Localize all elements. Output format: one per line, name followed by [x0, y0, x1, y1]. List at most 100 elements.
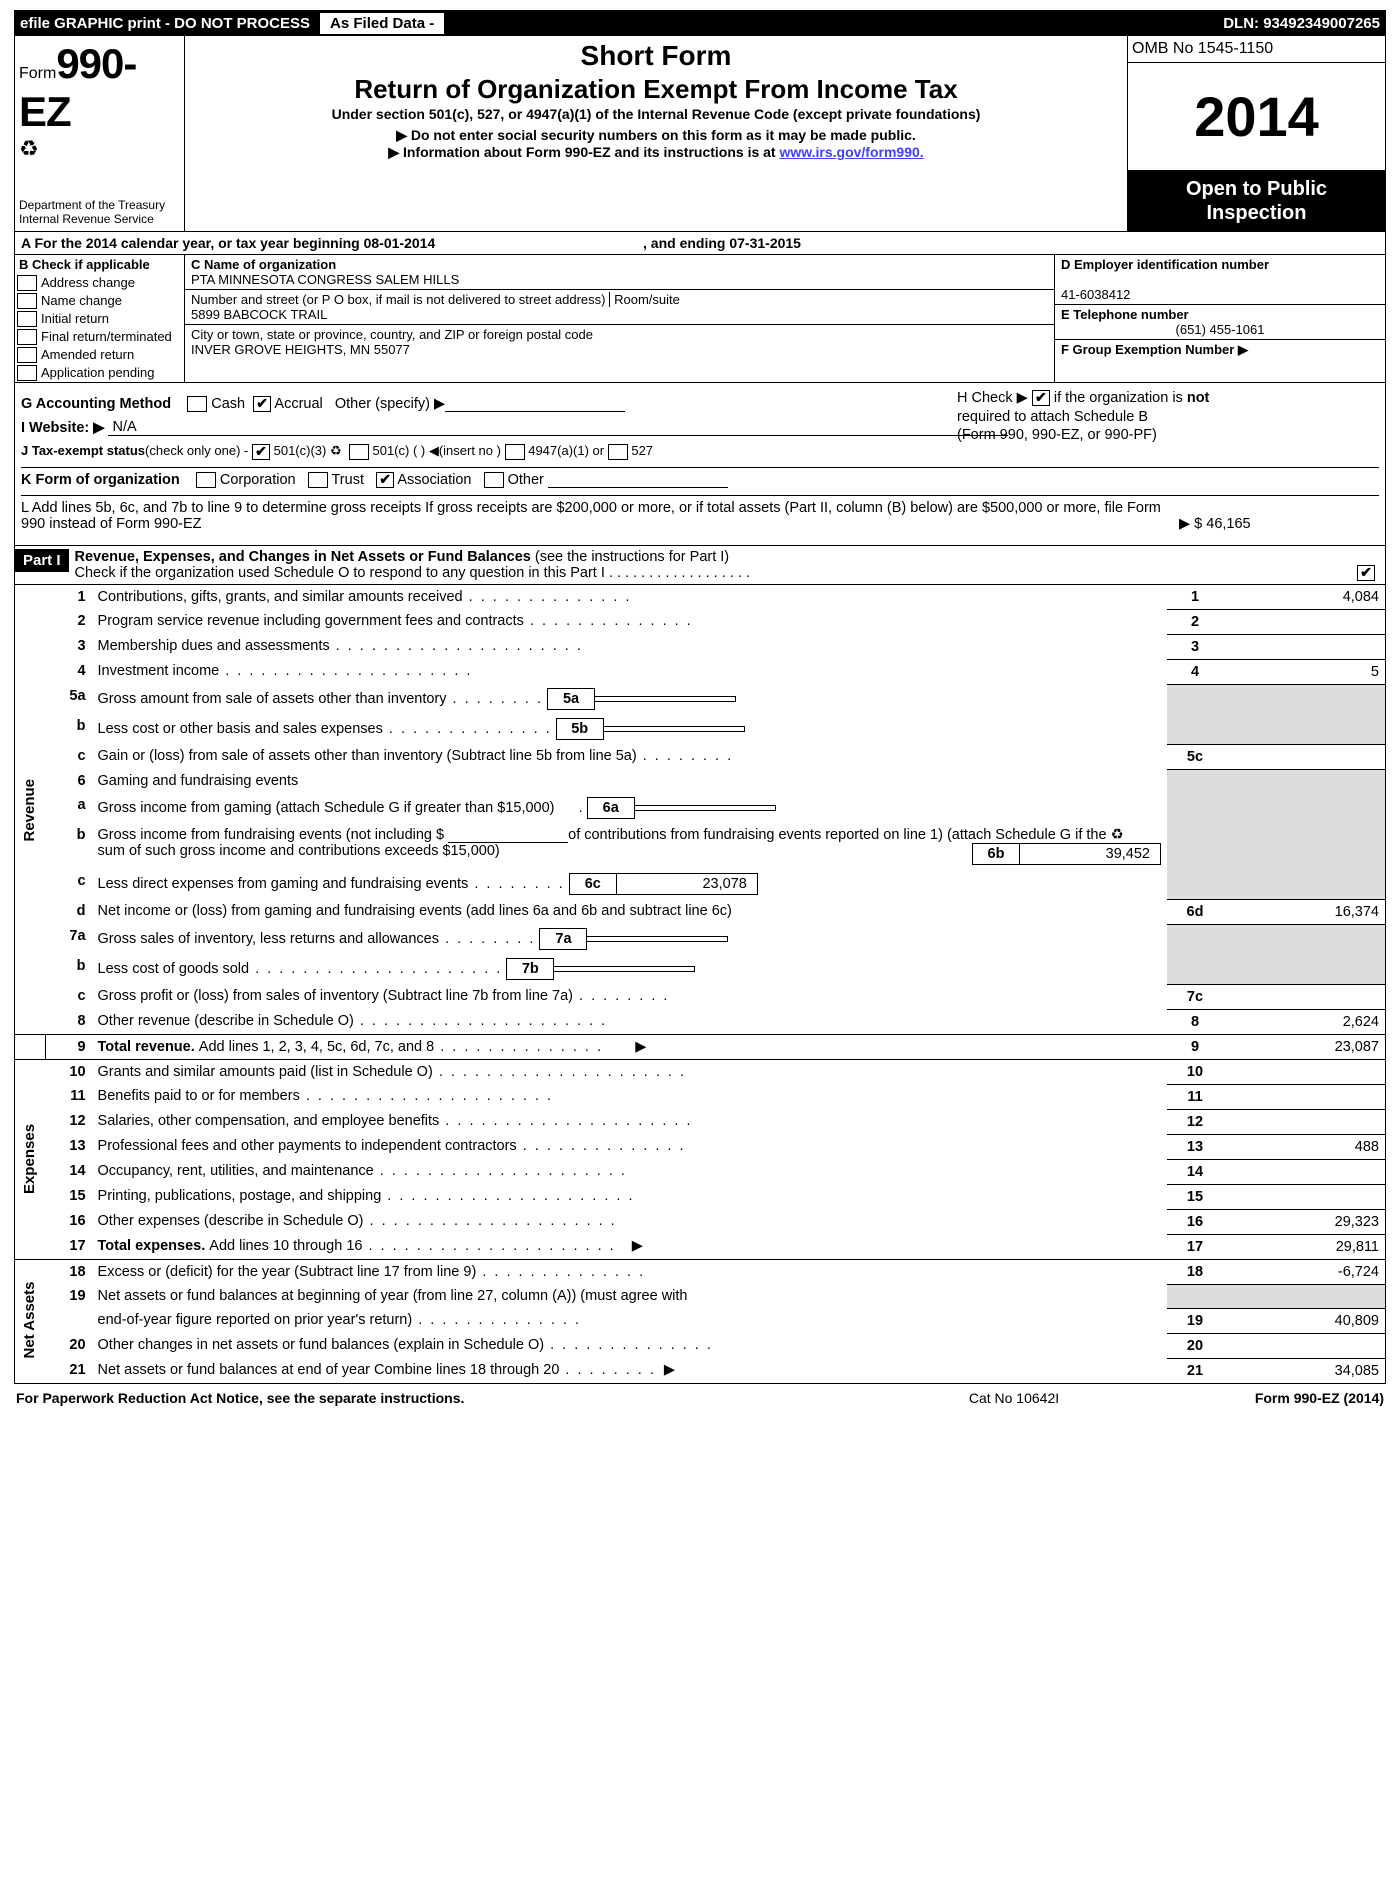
tax-year-begin: A For the 2014 calendar year, or tax yea…	[21, 235, 435, 251]
line-desc: Other changes in net assets or fund bala…	[92, 1333, 1167, 1358]
right-val	[1223, 609, 1385, 634]
topbar: efile GRAPHIC print - DO NOT PROCESS As …	[14, 10, 1386, 36]
dept-irs: Internal Revenue Service	[19, 212, 180, 226]
header-mid: Short Form Return of Organization Exempt…	[185, 36, 1127, 231]
checkbox-icon[interactable]	[17, 329, 37, 345]
checkbox-icon[interactable]	[308, 472, 328, 488]
checkbox-icon[interactable]	[349, 444, 369, 460]
right-num	[1167, 793, 1223, 823]
irs-link[interactable]: www.irs.gov/form990.	[779, 144, 923, 160]
right-num	[1167, 954, 1223, 984]
row-7b: b Less cost of goods sold 7b	[15, 954, 1385, 984]
chk-name: Name change	[15, 292, 184, 310]
line-num: a	[45, 793, 92, 823]
right-val: 40,809	[1223, 1308, 1385, 1333]
line-num: 4	[45, 659, 92, 684]
line-desc: Grants and similar amounts paid (list in…	[92, 1059, 1167, 1084]
checkbox-icon[interactable]	[608, 444, 628, 460]
line-desc: Printing, publications, postage, and shi…	[92, 1184, 1167, 1209]
checkbox-icon[interactable]	[17, 275, 37, 291]
checkbox-icon[interactable]	[17, 365, 37, 381]
row-20: 20 Other changes in net assets or fund b…	[15, 1333, 1385, 1358]
line-desc: end-of-year figure reported on prior yea…	[92, 1308, 1167, 1333]
line-desc: Membership dues and assessments	[92, 634, 1167, 659]
checkbox-checked-icon[interactable]: ✔	[1032, 390, 1050, 406]
side-net-assets: Net Assets	[15, 1259, 45, 1383]
side-revenue: Revenue	[15, 585, 45, 1035]
line-num: 1	[45, 585, 92, 610]
right-val: 34,085	[1223, 1358, 1385, 1383]
h-line3: (Form 990, 990-EZ, or 990-PF)	[957, 427, 1157, 443]
form-title: Return of Organization Exempt From Incom…	[193, 74, 1119, 105]
checkbox-icon[interactable]	[505, 444, 525, 460]
right-num	[1167, 714, 1223, 744]
group-label: F Group Exemption Number ▶	[1061, 342, 1248, 357]
footer-form: Form 990-EZ (2014)	[1164, 1390, 1384, 1406]
g-other-blank	[445, 411, 625, 412]
right-num: 3	[1167, 634, 1223, 659]
k-corp: Corporation	[220, 472, 296, 488]
right-num	[1167, 1284, 1223, 1308]
checkbox-icon[interactable]	[17, 347, 37, 363]
footer-paperwork: For Paperwork Reduction Act Notice, see …	[16, 1390, 864, 1406]
row-19b: end-of-year figure reported on prior yea…	[15, 1308, 1385, 1333]
checkbox-icon[interactable]	[196, 472, 216, 488]
right-num: 19	[1167, 1308, 1223, 1333]
checkbox-checked-icon[interactable]: ✔	[376, 472, 394, 488]
section-b-checks: B Check if applicable Address change Nam…	[15, 255, 185, 382]
sub-num: 7b	[506, 958, 554, 980]
line-desc: Less cost of goods sold 7b	[92, 954, 1167, 984]
tax-year: 2014	[1128, 63, 1385, 171]
row-1: Revenue 1 Contributions, gifts, grants, …	[15, 585, 1385, 610]
row-8: 8 Other revenue (describe in Schedule O)…	[15, 1009, 1385, 1034]
row-6c: c Less direct expenses from gaming and f…	[15, 869, 1385, 899]
sub-val	[587, 936, 728, 942]
g-accrual: Accrual	[274, 396, 322, 412]
form-header: Form990-EZ ♻ Department of the Treasury …	[14, 36, 1386, 232]
k-assoc: Association	[397, 472, 471, 488]
line-num: 18	[45, 1259, 92, 1284]
line-desc: Excess or (deficit) for the year (Subtra…	[92, 1259, 1167, 1284]
sub-val	[595, 696, 736, 702]
line-num: 11	[45, 1084, 92, 1109]
checkbox-checked-icon[interactable]: ✔	[252, 444, 270, 460]
line-num: 20	[45, 1333, 92, 1358]
checkbox-icon[interactable]	[187, 396, 207, 412]
k-other: Other	[508, 472, 544, 488]
form-page: efile GRAPHIC print - DO NOT PROCESS As …	[0, 0, 1400, 1422]
right-num	[1167, 769, 1223, 793]
checkbox-checked-icon[interactable]: ✔	[1357, 565, 1375, 581]
line-desc: Net assets or fund balances at beginning…	[92, 1284, 1167, 1308]
row-7a: 7a Gross sales of inventory, less return…	[15, 924, 1385, 954]
sub-num: 6b	[972, 843, 1020, 865]
right-num: 17	[1167, 1234, 1223, 1259]
checkbox-icon[interactable]	[17, 311, 37, 327]
checkbox-checked-icon[interactable]: ✔	[253, 396, 271, 412]
short-form-label: Short Form	[193, 40, 1119, 72]
section-bcd: B Check if applicable Address change Nam…	[14, 255, 1386, 383]
checkbox-icon[interactable]	[484, 472, 504, 488]
row-18: Net Assets 18 Excess or (deficit) for th…	[15, 1259, 1385, 1284]
right-num: 18	[1167, 1259, 1223, 1284]
line-desc: Total revenue. Add lines 1, 2, 3, 4, 5c,…	[92, 1034, 1167, 1059]
form-small: Form	[19, 65, 56, 82]
right-num: 12	[1167, 1109, 1223, 1134]
side-expenses: Expenses	[15, 1059, 45, 1259]
right-num	[1167, 924, 1223, 954]
sub-val	[554, 966, 695, 972]
b-header: B Check if applicable	[15, 255, 184, 274]
line-num: 2	[45, 609, 92, 634]
line-num: 21	[45, 1358, 92, 1383]
l-value: ▶ $ 46,165	[1179, 516, 1379, 532]
k-other-blank	[548, 487, 728, 488]
right-num	[1167, 869, 1223, 899]
line-num: b	[45, 714, 92, 744]
sub-val	[635, 805, 776, 811]
l-text: L Add lines 5b, 6c, and 7b to line 9 to …	[21, 500, 1179, 532]
row-12: 12 Salaries, other compensation, and emp…	[15, 1109, 1385, 1134]
right-val	[1223, 634, 1385, 659]
right-num: 4	[1167, 659, 1223, 684]
checkbox-icon[interactable]	[17, 293, 37, 309]
k-trust: Trust	[331, 472, 364, 488]
row-9: 9 Total revenue. Add lines 1, 2, 3, 4, 5…	[15, 1034, 1385, 1059]
